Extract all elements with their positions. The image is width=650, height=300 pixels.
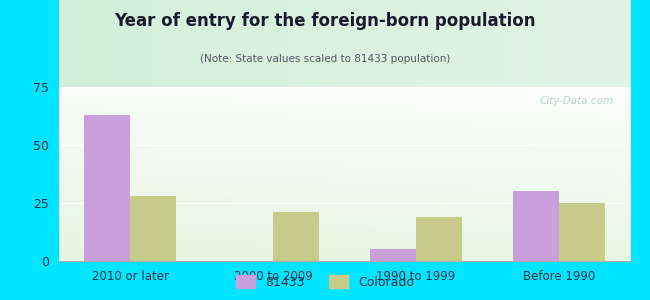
Text: (Note: State values scaled to 81433 population): (Note: State values scaled to 81433 popu… xyxy=(200,54,450,64)
Bar xyxy=(416,217,462,261)
Text: Year of entry for the foreign-born population: Year of entry for the foreign-born popul… xyxy=(114,12,536,30)
Bar xyxy=(273,212,318,261)
Bar xyxy=(84,115,130,261)
Text: City-Data.com: City-Data.com xyxy=(540,96,614,106)
Bar xyxy=(559,203,604,261)
Legend: 81433, Colorado: 81433, Colorado xyxy=(231,270,419,294)
Bar xyxy=(514,191,559,261)
Bar xyxy=(370,249,416,261)
Bar xyxy=(130,196,176,261)
